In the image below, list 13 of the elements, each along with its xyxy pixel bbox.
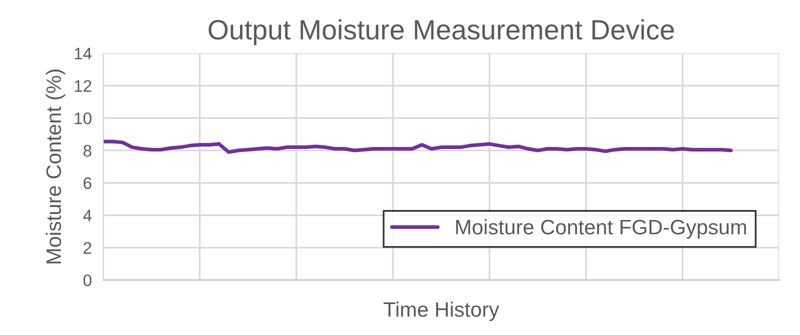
- line-series: [103, 140, 733, 154]
- chart-title: Output Moisture Measurement Device: [208, 19, 674, 46]
- y-tick-label: 4: [83, 210, 92, 222]
- x-axis-title: Time History: [384, 302, 500, 322]
- y-tick-label: 0: [83, 274, 92, 286]
- legend-label: Moisture Content FGD-Gypsum: [456, 219, 746, 239]
- y-tick-label: 14: [74, 48, 92, 60]
- y-tick-label: 10: [74, 112, 92, 124]
- y-tick-label: 6: [84, 177, 92, 190]
- y-tick-label: 8: [84, 144, 92, 157]
- y-axis-title: Moisture Content (%): [46, 70, 66, 264]
- y-tick-label: 2: [84, 242, 92, 254]
- y-tick-label: 12: [74, 80, 92, 92]
